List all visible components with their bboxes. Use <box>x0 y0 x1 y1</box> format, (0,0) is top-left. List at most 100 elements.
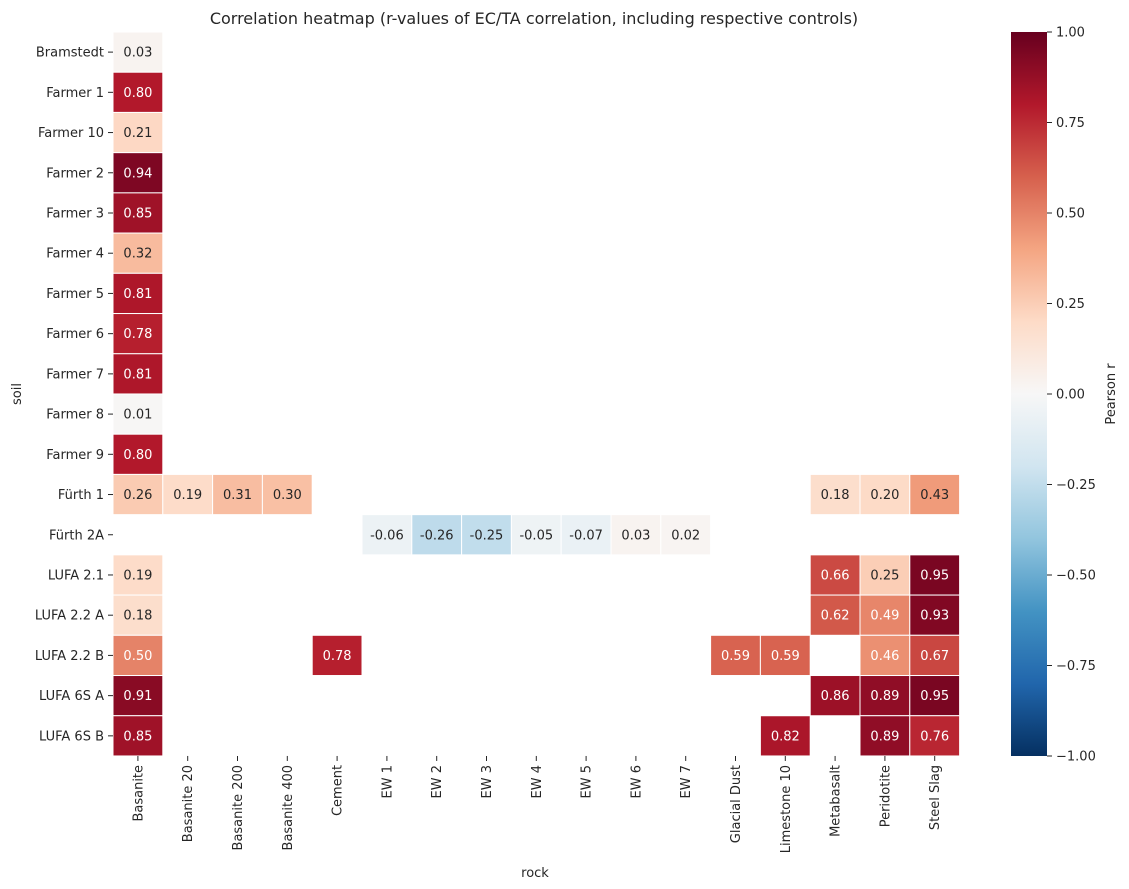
cell-value-label: 0.18 <box>123 609 152 624</box>
colorbar-tick-label: −0.50 <box>1056 569 1096 584</box>
heatmap-cell <box>112 31 164 73</box>
colorbar-label: Pearson r <box>1104 363 1119 425</box>
heatmap-cell <box>809 473 861 516</box>
heatmap-cell <box>411 514 463 556</box>
y-tick-label: LUFA 2.2 B <box>35 649 104 664</box>
cell-value-labels: 0.03 0.80 0.21 0.94 0.85 0.32 0.81 0.78 0.81 0.01… <box>123 46 949 745</box>
cell-value-label: 0.81 <box>123 287 152 302</box>
x-tick-label: EW 6 <box>629 765 644 798</box>
y-tick-label: Farmer 3 <box>46 206 104 221</box>
y-tick-label: LUFA 2.1 <box>48 568 104 583</box>
y-axis-label: soil <box>10 383 25 405</box>
heatmap-cell <box>112 554 164 596</box>
heatmap-cell <box>809 675 861 717</box>
cell-value-label: 0.66 <box>821 568 850 583</box>
cell-value-label: -0.06 <box>370 528 404 543</box>
cell-value-label: -0.26 <box>420 528 454 543</box>
heatmap-cell <box>809 594 861 636</box>
heatmap-cell <box>859 715 911 757</box>
x-tick-label: EW 1 <box>380 765 395 798</box>
x-tick-label: Basanite 200 <box>231 765 246 851</box>
cell-value-label: 0.59 <box>721 649 750 664</box>
heatmap-cell <box>859 473 911 516</box>
x-tick-label: EW 7 <box>679 765 694 798</box>
colorbar-tick-label: 1.00 <box>1056 26 1085 41</box>
cell-value-label: 0.78 <box>323 649 352 664</box>
cell-value-label: -0.07 <box>569 528 603 543</box>
heatmap-cell <box>909 473 961 516</box>
cell-value-label: 0.50 <box>123 649 152 664</box>
y-tick-label: Farmer 10 <box>38 126 104 141</box>
colorbar-tick-label: −0.75 <box>1056 659 1096 674</box>
cell-value-label: 0.02 <box>671 528 700 543</box>
colorbar-tick-label: 0.75 <box>1056 116 1085 131</box>
y-tick-label: Bramstedt <box>36 46 104 61</box>
y-tick-label: Fürth 2A <box>49 528 104 543</box>
x-tick-label: Limestone 10 <box>779 765 794 853</box>
chart-title: Correlation heatmap (r-values of EC/TA c… <box>210 9 858 28</box>
y-tick-label: Farmer 2 <box>46 166 104 181</box>
colorbar-tick-label: 0.50 <box>1056 207 1085 222</box>
x-tick-label: Basanite 400 <box>281 765 296 851</box>
cell-value-label: 0.94 <box>123 166 152 181</box>
cell-value-label: 0.80 <box>123 86 152 101</box>
heatmap-cell <box>909 634 961 677</box>
colorbar-tick-label: 0.00 <box>1056 388 1085 403</box>
y-axis: Bramstedt Farmer 1 Farmer 10 Farmer 2 Farmer… <box>35 46 113 744</box>
x-tick-label: Metabasalt <box>829 765 844 837</box>
cell-value-label: -0.25 <box>470 528 504 543</box>
heatmap-cell <box>909 715 961 757</box>
x-tick-label: EW 5 <box>580 765 595 798</box>
cell-value-label: 0.25 <box>870 568 899 583</box>
cell-value-label: 0.43 <box>920 488 949 503</box>
cell-value-label: 0.32 <box>123 247 152 262</box>
heatmap-cell <box>112 71 164 113</box>
y-tick-label: Farmer 4 <box>46 247 104 262</box>
y-tick-label: Farmer 7 <box>46 367 104 382</box>
cell-value-label: 0.49 <box>870 609 899 624</box>
y-tick-label: Farmer 8 <box>46 408 104 423</box>
heatmap-cell <box>112 433 164 475</box>
y-tick-label: LUFA 2.2 A <box>35 609 104 624</box>
cell-value-label: 0.30 <box>273 488 302 503</box>
cell-value-label: 0.95 <box>920 689 949 704</box>
cell-value-label: 0.85 <box>123 206 152 221</box>
heatmap-cell <box>361 514 413 556</box>
colorbar-tick-label: −1.00 <box>1056 750 1096 765</box>
y-tick-label: Farmer 1 <box>46 86 104 101</box>
heatmap-cell <box>112 152 164 194</box>
heatmap-cell <box>759 634 811 677</box>
colorbar-ticks: 1.00 0.75 0.50 0.25 0.00 −0.25 −0.50 −0.75 −1.00 <box>1047 26 1096 765</box>
y-tick-label: LUFA 6S A <box>39 689 104 704</box>
x-tick-label: EW 2 <box>430 765 445 798</box>
cell-value-label: 0.01 <box>123 408 152 423</box>
cell-value-label: 0.95 <box>920 568 949 583</box>
y-tick-label: Farmer 6 <box>46 327 104 342</box>
heatmap-cell <box>112 473 164 516</box>
cell-value-label: 0.67 <box>920 649 949 664</box>
cell-value-label: 0.82 <box>771 729 800 744</box>
y-tick-label: Fürth 1 <box>58 488 104 503</box>
colorbar-tick-label: 0.25 <box>1056 297 1085 312</box>
colorbar-tick-label: −0.25 <box>1056 478 1096 493</box>
cell-value-label: 0.80 <box>123 448 152 463</box>
cell-value-label: 0.85 <box>123 729 152 744</box>
heatmap-cell <box>112 594 164 636</box>
cell-value-label: 0.31 <box>223 488 252 503</box>
x-axis: Basanite Basanite 20 Basanite 200 Basanite … <box>131 755 943 853</box>
y-tick-label: Farmer 5 <box>46 287 104 302</box>
cell-value-label: 0.03 <box>621 528 650 543</box>
cell-value-label: 0.91 <box>123 689 152 704</box>
cell-value-label: 0.03 <box>123 46 152 61</box>
cell-value-label: 0.76 <box>920 729 949 744</box>
colorbar <box>1011 32 1047 756</box>
cell-value-label: 0.93 <box>920 609 949 624</box>
cell-value-label: 0.62 <box>821 609 850 624</box>
heatmap-cell <box>710 634 761 677</box>
heatmap-cell <box>112 393 164 435</box>
x-tick-label: Peridotite <box>878 765 893 827</box>
cell-value-label: 0.59 <box>771 649 800 664</box>
cell-value-label: 0.46 <box>870 649 899 664</box>
x-tick-label: Basanite <box>131 765 146 822</box>
x-tick-label: EW 3 <box>480 765 495 798</box>
